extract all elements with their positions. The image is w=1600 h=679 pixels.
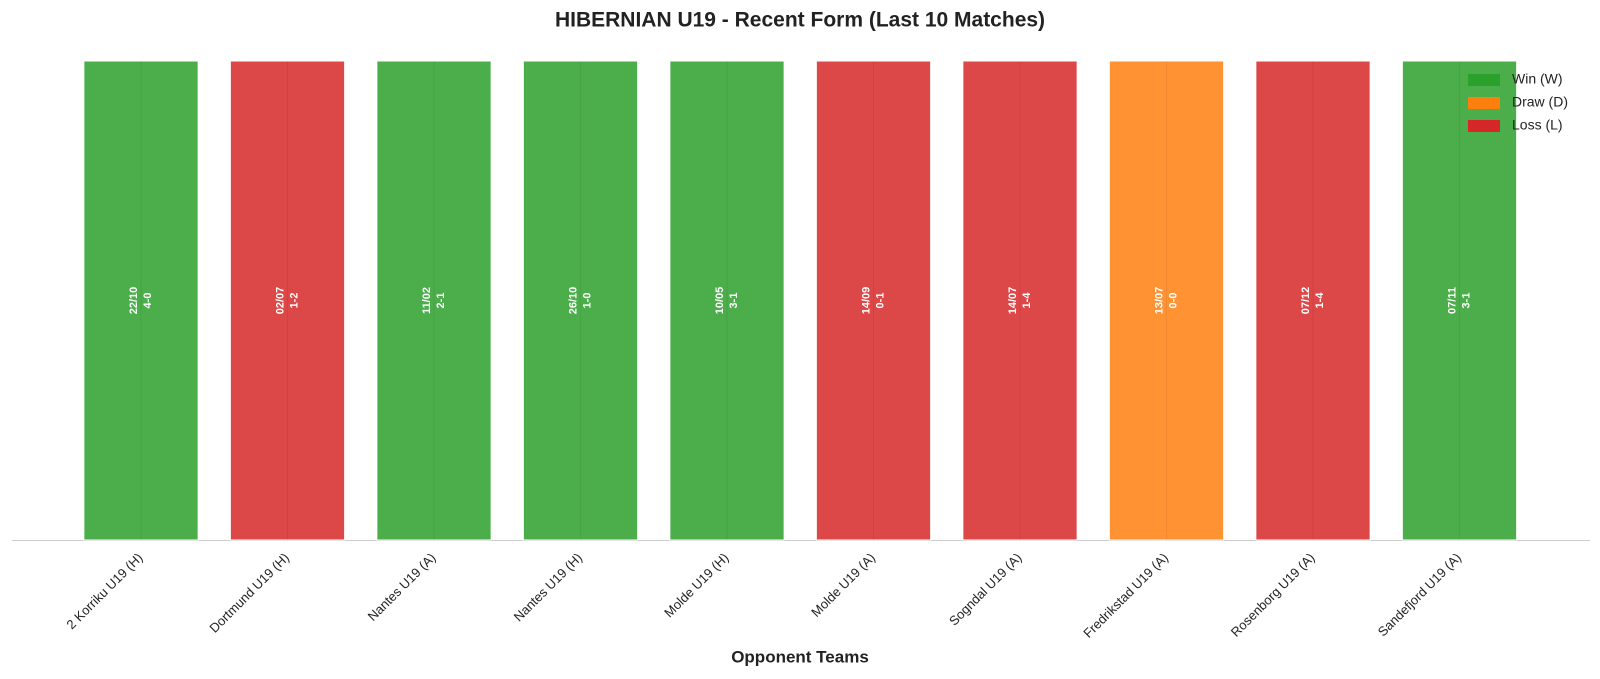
bar-label: 26/10 1-0 [567,287,593,315]
bar-label: 10/05 3-1 [714,287,740,315]
x-tick-label: Nantes U19 (H) [511,550,585,624]
legend-swatch [1468,97,1500,109]
bar-label: 11/02 2-1 [421,287,447,314]
x-tick-label: Sogndal U19 (A) [946,550,1025,629]
x-tick-label: Sandefjord U19 (A) [1375,550,1464,639]
bar-score: 2-1 [435,293,447,309]
bar-date: 22/10 [128,287,140,315]
x-tick-label: 2 Korriku U19 (H) [63,550,145,632]
x-tick-label: Molde U19 (H) [661,550,731,620]
bar-date: 26/10 [567,287,579,315]
bar-date: 07/11 [1446,287,1458,314]
bar-date: 14/07 [1007,287,1019,315]
x-tick-label: Dortmund U19 (H) [206,550,292,636]
bar-score: 4-0 [142,293,154,309]
bar-score: 1-2 [288,293,300,309]
chart-title: HIBERNIAN U19 - Recent Form (Last 10 Mat… [555,9,1045,32]
bar-label: 13/07 0-0 [1153,287,1179,315]
bar-date: 10/05 [714,287,726,315]
bar-date: 07/12 [1300,287,1312,315]
bar-label: 22/10 4-0 [128,287,154,315]
x-tick-label: Rosenborg U19 (A) [1228,550,1318,640]
bar [376,60,492,541]
x-tick-label: Nantes U19 (A) [365,550,439,624]
bar-label: 14/07 1-4 [1007,287,1033,315]
bar-date: 02/07 [274,287,286,315]
bar-date: 11/02 [421,287,433,314]
bar-label: 07/11 3-1 [1446,287,1472,314]
bar-date: 13/07 [1153,287,1165,315]
x-tick-label: Molde U19 (A) [808,550,878,620]
bar-date: 14/09 [860,287,872,315]
bar-score: 1-4 [1021,292,1033,309]
bar [83,60,199,541]
x-axis-label: Opponent Teams [731,647,869,666]
bar [1108,60,1225,541]
bar [815,60,932,541]
bar-label: 07/12 1-4 [1300,287,1326,315]
bar-score: 3-1 [728,293,740,309]
legend-swatch [1468,74,1500,86]
legend-label: Draw (D) [1512,94,1568,110]
legend-label: Loss (L) [1512,117,1563,133]
bar-label: 02/07 1-2 [274,287,300,315]
bar [522,60,639,541]
bar-label: 14/09 0-1 [860,287,886,315]
bar [1401,60,1518,541]
legend-swatch [1468,120,1500,132]
x-tick-label: Fredrikstad U19 (A) [1080,550,1171,641]
bar [962,60,1078,541]
bar [229,60,346,541]
legend-label: Win (W) [1512,71,1563,87]
bar-score: 1-4 [1314,292,1326,309]
bar-score: 3-1 [1460,293,1472,309]
bar [1255,60,1371,541]
bar [669,60,785,541]
bar-score: 0-0 [1167,293,1179,309]
bar-score: 0-1 [874,293,886,309]
bar-score: 1-0 [581,293,593,309]
